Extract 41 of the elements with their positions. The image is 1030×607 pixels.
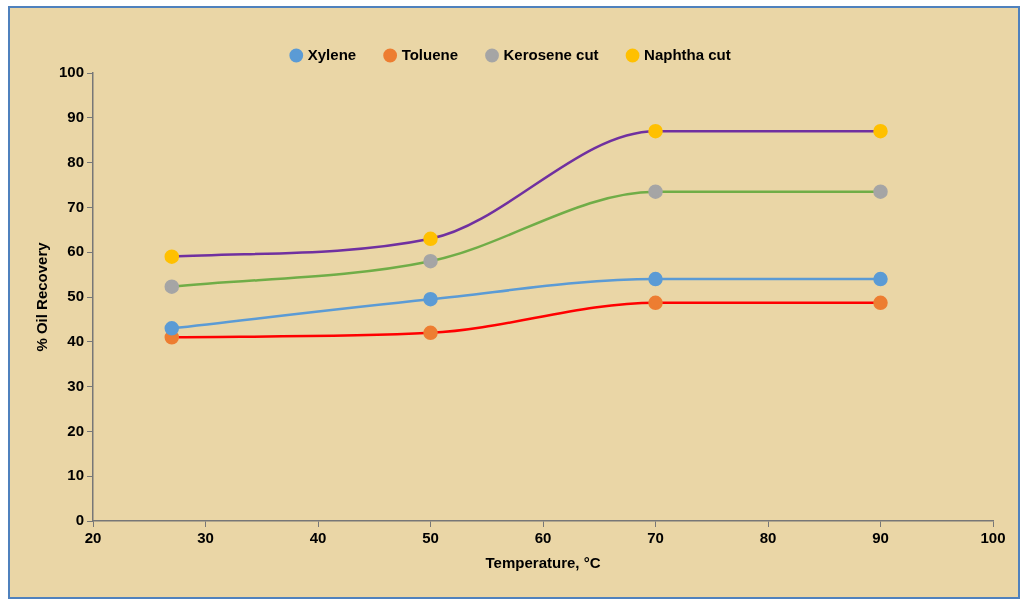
point bbox=[873, 123, 888, 139]
y-tick-label: 50 bbox=[67, 287, 85, 305]
legend-label: Kerosene cut bbox=[503, 45, 599, 63]
x-tick-label: 40 bbox=[309, 529, 327, 547]
x-tick-label: 100 bbox=[980, 529, 1006, 547]
point bbox=[873, 184, 888, 199]
x-tick-label: 60 bbox=[534, 529, 552, 547]
y-axis-title: % Oil Recovery bbox=[33, 241, 51, 352]
y-tick-label: 90 bbox=[67, 107, 85, 125]
point bbox=[648, 295, 663, 311]
y-tick-label: 70 bbox=[67, 197, 85, 215]
point bbox=[423, 253, 438, 269]
point bbox=[873, 295, 888, 311]
x-axis-title: Temperature, °C bbox=[485, 554, 601, 572]
y-tick-label: 40 bbox=[67, 331, 85, 349]
y-tick-label: 20 bbox=[67, 421, 85, 439]
y-tick-label: 60 bbox=[67, 242, 85, 260]
x-tick-label: 70 bbox=[647, 529, 664, 547]
point bbox=[164, 249, 180, 264]
x-tick-label: 20 bbox=[84, 529, 102, 547]
legend-label: Xylene bbox=[307, 45, 357, 63]
point bbox=[164, 321, 180, 336]
legend-label: Naphtha cut bbox=[644, 45, 731, 63]
y-tick-label: 30 bbox=[67, 376, 85, 394]
point bbox=[164, 279, 180, 294]
point bbox=[423, 325, 438, 341]
legend-label: Toluene bbox=[401, 45, 459, 63]
y-tick-label: 100 bbox=[59, 63, 85, 81]
y-tick-label: 10 bbox=[67, 466, 85, 484]
y-tick-label: 0 bbox=[75, 511, 85, 529]
point bbox=[423, 291, 438, 307]
point bbox=[423, 231, 438, 247]
x-tick-label: 80 bbox=[759, 529, 777, 547]
point bbox=[648, 184, 663, 199]
point bbox=[873, 271, 888, 287]
x-tick-label: 30 bbox=[197, 529, 214, 547]
point bbox=[648, 123, 663, 139]
point bbox=[648, 271, 663, 287]
x-tick-label: 90 bbox=[872, 529, 889, 547]
x-tick-label: 50 bbox=[422, 529, 439, 547]
y-tick-label: 80 bbox=[67, 152, 85, 170]
